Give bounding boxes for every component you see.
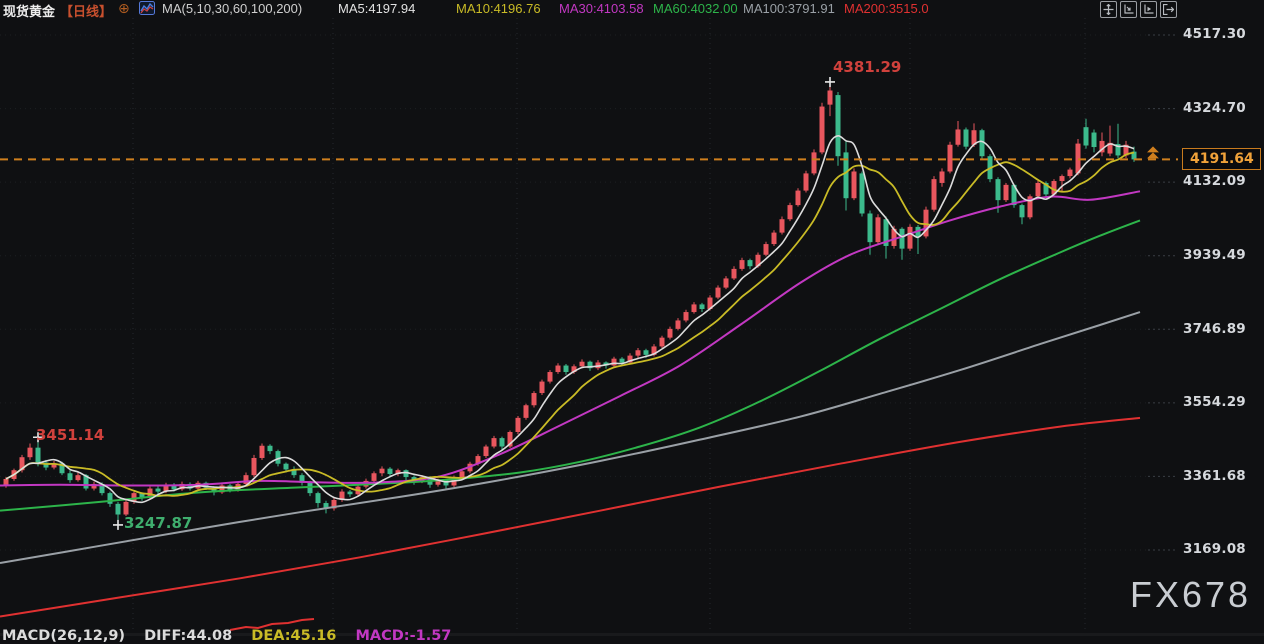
ma60-value: MA60:4032.00: [653, 1, 738, 16]
pan-crosshair-icon[interactable]: [1100, 1, 1117, 18]
high-annotation: 3451.14: [36, 426, 105, 444]
y-axis-label: 4517.30: [1183, 26, 1246, 42]
timeframe-label[interactable]: 【日线】: [60, 4, 113, 19]
macd-params-label: MACD(26,12,9): [2, 628, 126, 644]
ma5-value: MA5:4197.94: [338, 1, 416, 16]
y-axis-label: 3554.29: [1183, 394, 1246, 410]
scale-axis-play-icon[interactable]: [1140, 1, 1157, 18]
y-axis-label: 4324.70: [1183, 100, 1246, 116]
low-annotation: 3247.87: [124, 514, 193, 532]
panel-divider: [0, 633, 1264, 636]
chart-header: 现货黄金 【日线】 ⊕ MA(5,10,30,60,100,200) MA5:4…: [0, 0, 1264, 19]
macd-indicator-row: MACD(26,12,9) DIFF:44.08 DEA:45.16 MACD:…: [2, 628, 465, 644]
chart-type-icon[interactable]: [139, 1, 155, 18]
macd-dea-value: DEA:45.16: [251, 628, 337, 644]
y-axis-label: 3169.08: [1183, 541, 1246, 557]
y-axis-label: 4132.09: [1183, 173, 1246, 189]
add-indicator-icon[interactable]: ⊕: [118, 0, 130, 16]
ma200-value: MA200:3515.0: [844, 1, 929, 16]
high-annotation: 4381.29: [833, 58, 902, 76]
last-price-tag: 4191.64: [1182, 148, 1261, 170]
fx678-watermark: FX678: [1130, 574, 1252, 615]
scale-axis-left-icon[interactable]: [1120, 1, 1137, 18]
ma30-value: MA30:4103.58: [559, 1, 644, 16]
symbol-title: 现货黄金: [3, 4, 56, 19]
y-axis-label: 3939.49: [1183, 247, 1246, 263]
ma10-value: MA10:4196.76: [456, 1, 541, 16]
macd-diff-value: DIFF:44.08: [144, 628, 233, 644]
ma100-value: MA100:3791.91: [743, 1, 835, 16]
macd-value: MACD:-1.57: [355, 628, 452, 644]
ma-params-label: MA(5,10,30,60,100,200): [162, 1, 303, 16]
y-axis-label: 3361.68: [1183, 468, 1246, 484]
detach-panel-icon[interactable]: [1160, 1, 1177, 18]
y-axis-label: 3746.89: [1183, 321, 1246, 337]
